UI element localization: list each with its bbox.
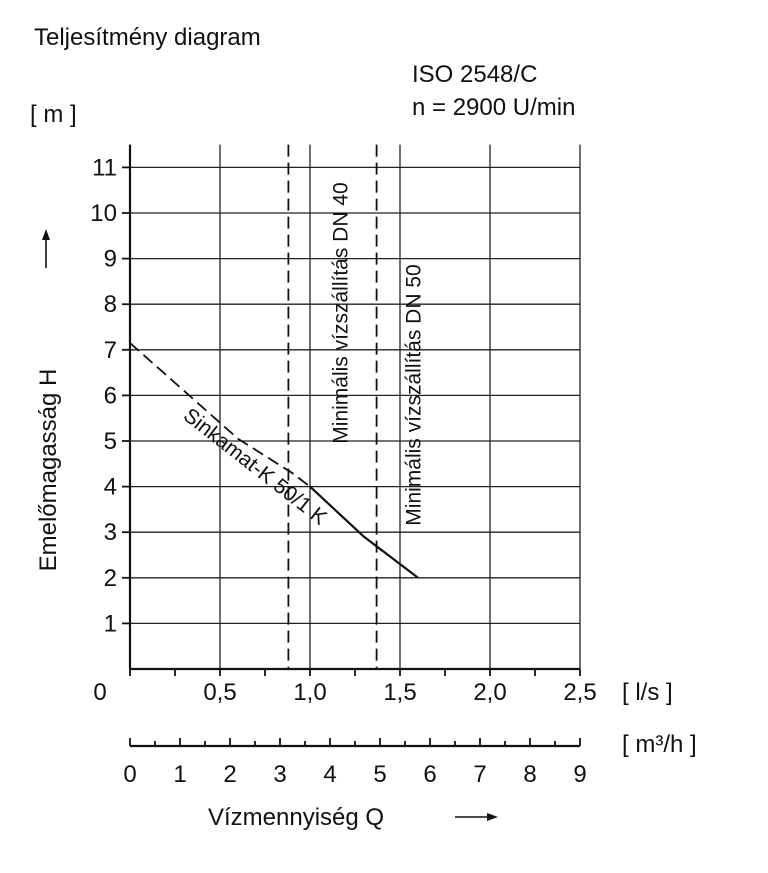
- axes: [122, 144, 581, 748]
- x-tick-label-m3h: 7: [473, 761, 486, 788]
- x-tick-label-ls: 1,5: [383, 679, 416, 706]
- x-tick-label-m3h: 5: [373, 761, 386, 788]
- x-unit-m3h-label: [ m³/h ]: [622, 731, 697, 758]
- min-flow-marker-label: Minimális vízszállítás DN 40: [329, 182, 352, 443]
- x-tick-label-m3h: 4: [323, 761, 336, 788]
- x-tick-label-m3h: 6: [423, 761, 436, 788]
- x-tick-label-m3h: 9: [573, 761, 586, 788]
- vertical-markers: Minimális vízszállítás DN 40 Minimális ví…: [287, 144, 426, 669]
- tick-labels: 1 2 3 4 5 6 7 8 9 10 11 0 0,5 1,0 1,5 2,0 2,5 0 1 2 3 4 5 6 7 8 9: [90, 154, 596, 788]
- grid: [130, 144, 581, 669]
- x-tick-label-m3h: 0: [123, 761, 136, 788]
- x-axis-label: Vízmennyiség Q: [208, 804, 384, 831]
- y-tick-label: 7: [104, 337, 117, 364]
- y-tick-label: 8: [104, 291, 117, 318]
- y-tick-label: 2: [104, 565, 117, 592]
- y-tick-label: 9: [104, 246, 117, 273]
- x-tick-label-ls: 1,0: [293, 679, 326, 706]
- x-tick-label-m3h: 8: [523, 761, 536, 788]
- x-tick-label-ls: 0,5: [203, 679, 236, 706]
- y-tick-label: 5: [104, 428, 117, 455]
- x-tick-label-ls: 2,0: [473, 679, 506, 706]
- chart-title: Teljesítmény diagram: [34, 24, 261, 51]
- y-tick-label: 3: [104, 519, 117, 546]
- y-unit-label: [ m ]: [30, 101, 77, 128]
- x-tick-label-m3h: 1: [173, 761, 186, 788]
- series-label: Sinkamat-K 50/1 K: [179, 404, 331, 530]
- y-tick-label: 4: [104, 474, 117, 501]
- x-unit-ls-label: [ l/s ]: [622, 679, 673, 706]
- series-line-solid: [309, 485, 419, 579]
- y-tick-label: 10: [90, 200, 117, 227]
- y-axis-label: Emelőmagasság H: [35, 369, 62, 572]
- min-flow-marker-label: Minimális vízszállítás DN 50: [403, 264, 426, 525]
- y-tick-label: 1: [104, 610, 117, 637]
- speed-label: n = 2900 U/min: [412, 94, 575, 121]
- y-arrow-icon: [42, 229, 50, 268]
- series-line-dashed: [129, 342, 311, 488]
- origin-label: 0: [93, 679, 106, 706]
- series: Sinkamat-K 50/1 K: [129, 342, 419, 579]
- x-arrow-icon: [455, 813, 498, 821]
- y-tick-label: 6: [104, 382, 117, 409]
- x-tick-label-m3h: 3: [273, 761, 286, 788]
- standard-label: ISO 2548/C: [412, 61, 537, 88]
- y-tick-label: 11: [92, 154, 117, 181]
- x-tick-label-ls: 2,5: [563, 679, 596, 706]
- x-tick-label-m3h: 2: [223, 761, 236, 788]
